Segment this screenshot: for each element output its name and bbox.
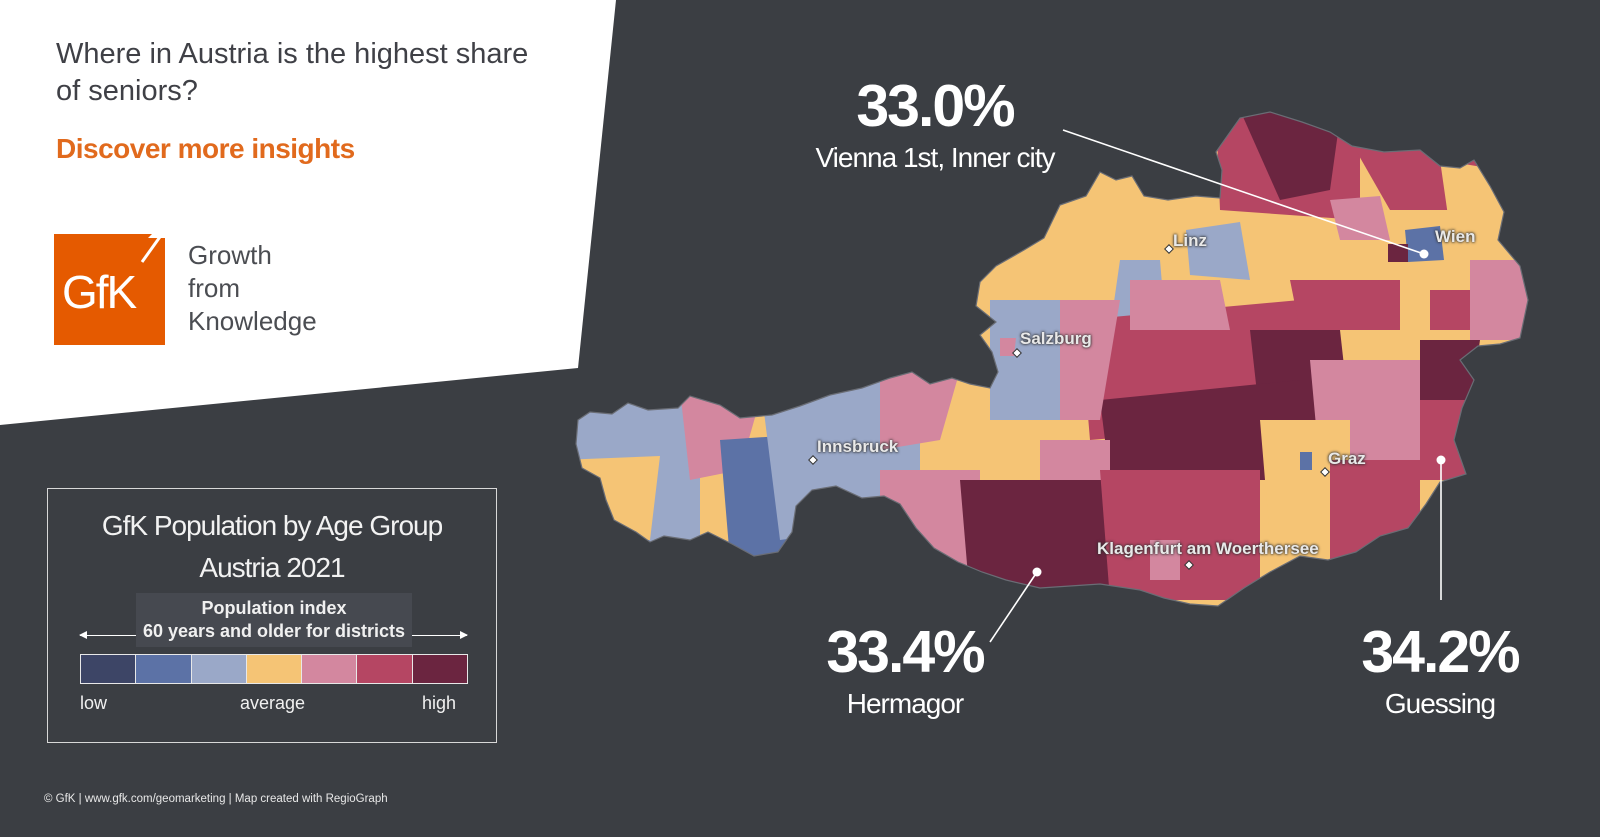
legend-high-label: high — [422, 693, 457, 713]
hermagor-callout-value: 33.4% — [826, 619, 985, 685]
legend-low-label: low — [80, 693, 108, 713]
tagline-line-1: Growth — [188, 240, 272, 270]
low-arrow — [79, 631, 136, 639]
vienna-callout-dot — [1419, 249, 1429, 259]
city-label-innsbruck: Innsbruck — [817, 437, 899, 456]
legend-title-line-2: Austria 2021 — [199, 552, 345, 583]
high-arrow — [412, 631, 468, 639]
gfk-logo-icon: GfK — [62, 233, 165, 318]
legend-average-label: average — [240, 693, 306, 713]
vienna-callout-label: Vienna 1st, Inner city — [815, 142, 1056, 173]
hermagor-leader-line — [989, 571, 1038, 643]
legend-color-scale — [80, 654, 468, 684]
hermagor-callout-label: Hermagor — [846, 688, 964, 719]
klagenfurt-marker — [1184, 560, 1194, 570]
city-label-wien: Wien — [1435, 227, 1476, 246]
legend-swatch — [81, 655, 137, 683]
legend-swatch — [191, 655, 247, 683]
vienna-leader-line — [1062, 129, 1425, 255]
footer-credit: © GfK | www.gfk.com/geomarketing | Map c… — [44, 793, 388, 805]
tagline-line-3: Knowledge — [188, 306, 317, 336]
district-regions — [576, 112, 1528, 606]
legend-title: GfK Population by Age Group Austria 2021 — [48, 505, 496, 589]
austria-border — [575, 111, 1529, 607]
guessing-callout-dot — [1436, 455, 1446, 465]
legend-swatch — [246, 655, 303, 683]
legend-swatch — [302, 655, 358, 683]
page-title: Where in Austria is the highest share of… — [56, 38, 529, 107]
city-label-linz: Linz — [1173, 231, 1207, 250]
hermagor-callout-dot — [1032, 567, 1042, 577]
legend-subtitle-line-1: Population index — [201, 598, 347, 618]
city-label-graz: Graz — [1328, 449, 1366, 468]
legend-title-line-1: GfK Population by Age Group — [101, 510, 443, 541]
innsbruck-marker — [808, 455, 818, 465]
city-label-salzburg: Salzburg — [1020, 329, 1092, 348]
salzburg-marker — [1012, 348, 1022, 358]
tagline-line-2: from — [188, 273, 240, 303]
legend-swatch — [357, 655, 413, 683]
legend-swatch — [136, 655, 192, 683]
gfk-logo-text: GfK — [62, 266, 138, 318]
city-label-klagenfurt: Klagenfurt am Woerthersee — [1097, 539, 1319, 558]
discover-more-insights-link[interactable]: Discover more insights — [56, 133, 355, 164]
legend-subtitle-line-2: 60 years and older for districts — [142, 621, 406, 641]
logo-tagline: Growth from Knowledge — [188, 239, 388, 338]
legend-swatch — [412, 655, 467, 683]
gfk-logo: GfK — [54, 233, 165, 345]
linz-marker — [1164, 244, 1174, 254]
vienna-callout-value: 33.0% — [856, 73, 1015, 139]
guessing-callout-label: Guessing — [1384, 688, 1496, 719]
graz-marker — [1320, 467, 1330, 477]
map-legend: GfK Population by Age Group Austria 2021… — [47, 488, 497, 743]
legend-subtitle: Population index 60 years and older for … — [136, 593, 412, 647]
guessing-callout-value: 34.2% — [1361, 619, 1520, 685]
